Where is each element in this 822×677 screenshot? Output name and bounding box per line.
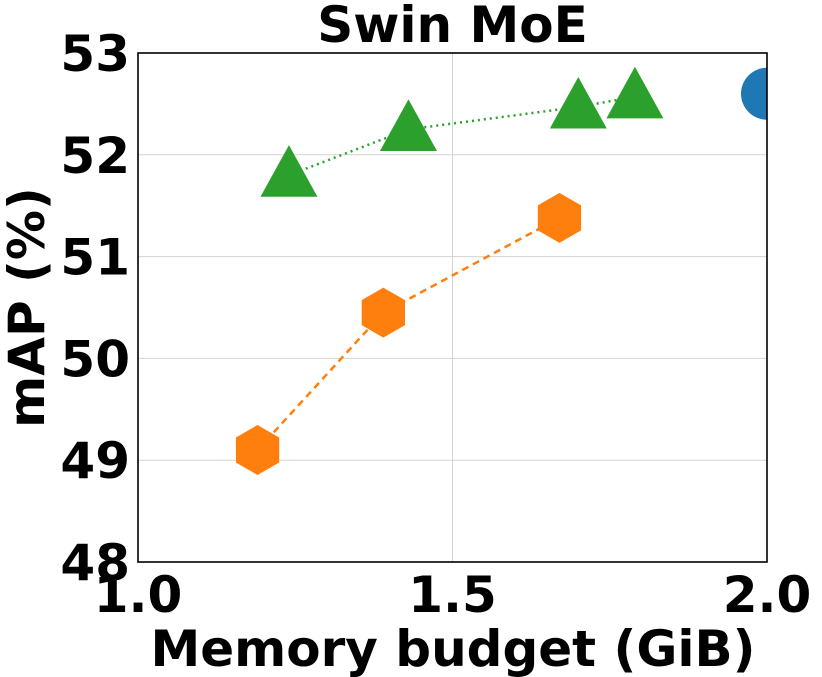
- x-tick-label: 1.5: [408, 566, 497, 624]
- series-hexagon: [235, 192, 582, 475]
- x-tick-label: 1.0: [94, 566, 183, 624]
- x-tick-label: 2.0: [723, 566, 812, 624]
- y-axis-label: mAP (%): [0, 187, 56, 428]
- data-point-triangle: [260, 145, 318, 197]
- data-point-triangle: [606, 66, 664, 119]
- data-point-hexagon: [235, 425, 280, 475]
- y-tick-label: 52: [60, 127, 130, 185]
- grid-lines: [137, 52, 768, 563]
- chart-title: Swin MoE: [317, 0, 588, 54]
- y-tick-label: 51: [60, 229, 130, 287]
- y-tick-label: 48: [60, 534, 130, 592]
- series-layer: [235, 66, 767, 475]
- data-point-hexagon: [537, 192, 582, 243]
- y-tick-label: 53: [60, 25, 130, 83]
- y-tick-label: 49: [60, 432, 130, 490]
- data-point-triangle: [549, 76, 607, 129]
- series-circle: [741, 67, 767, 120]
- series-triangle: [260, 66, 664, 197]
- y-tick-label: 50: [60, 330, 130, 388]
- data-point-hexagon: [361, 287, 405, 338]
- x-axis-label: Memory budget (GiB): [151, 620, 756, 677]
- plot-frame: [137, 52, 768, 563]
- tick-labels: 48 49 50 51 52 53 1.0 1.5 2.0: [60, 25, 811, 624]
- series-line: [256, 216, 561, 451]
- data-point-circle: [741, 67, 767, 120]
- data-point-triangle: [379, 99, 437, 151]
